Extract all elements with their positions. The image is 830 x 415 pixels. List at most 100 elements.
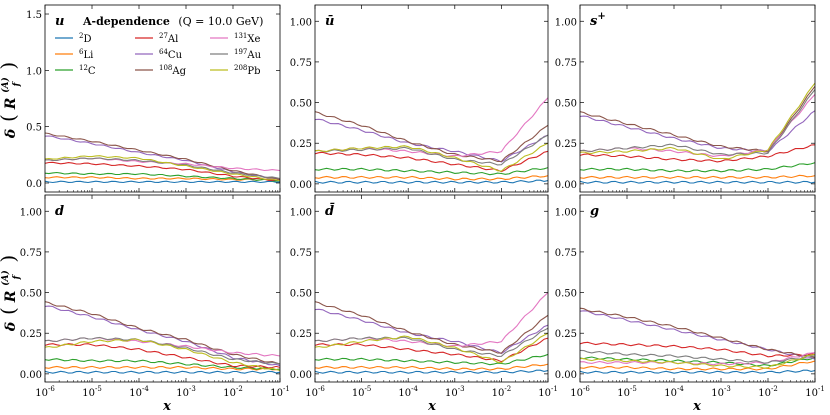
- axes-frame: [579, 194, 816, 383]
- y-tick-label: 0.50: [290, 289, 312, 300]
- panel-label: ū: [325, 14, 334, 29]
- series-line-12C: [315, 167, 548, 176]
- ylabel-bottom: δ ( R (A) f ): [0, 255, 23, 332]
- y-tick-label: 1.00: [20, 207, 42, 218]
- panel-label: d: [55, 204, 64, 219]
- y-tick-label: 1.00: [555, 17, 577, 28]
- axes-frame: [579, 4, 816, 193]
- series-line-2D: [580, 369, 815, 374]
- x-tick-label: 10-3: [445, 385, 465, 399]
- legend-item-108Ag: 108Ag: [135, 64, 187, 77]
- legend-item-2D: 2D: [55, 32, 92, 45]
- axes-frame: [314, 4, 549, 193]
- series-line-197Au: [315, 327, 548, 357]
- x-tick-label: 10-2: [492, 385, 512, 399]
- series-group: [315, 292, 548, 374]
- series-line-64Cu: [45, 305, 280, 367]
- panel-ubar: 0.00 0.25 0.50 0.75 1.00 ū: [290, 4, 549, 193]
- axes-frame: [314, 194, 549, 383]
- series-line-6Li: [315, 175, 548, 181]
- x-tick-label: 10-5: [352, 385, 372, 399]
- y-tick-label: 0.00: [555, 370, 577, 381]
- panel-label: d̄: [325, 202, 335, 219]
- series-line-197Au: [580, 89, 815, 156]
- x-tick-label: 10-1: [805, 385, 825, 399]
- panel-u: 0.0 0.5 1.0 1.5 u: [26, 4, 281, 193]
- y-tick-label: 0.50: [555, 99, 577, 110]
- series-line-27Al: [580, 341, 815, 358]
- series-line-197Au: [45, 157, 280, 180]
- x-tick-label: 10-1: [538, 385, 558, 399]
- y-tick-label: 0.50: [20, 289, 42, 300]
- y-tick-label: 0.25: [555, 329, 577, 340]
- series-group: [580, 82, 815, 184]
- series-line-27Al: [315, 337, 548, 363]
- svg-text:δ ( R (A): δ ( R (A) f ): [0, 255, 23, 332]
- legend-label: 6Li: [79, 48, 93, 61]
- series-line-108Ag: [45, 132, 280, 181]
- y-tick-label: 0.0: [26, 179, 42, 190]
- legend-label: 27Al: [159, 32, 178, 45]
- y-tick-label: 0.50: [290, 99, 312, 110]
- x-tick-label: 10-4: [398, 385, 418, 399]
- series-group: [580, 307, 815, 374]
- y-tick-label: 1.0: [26, 66, 42, 77]
- x-tick-label: 10-3: [176, 385, 196, 399]
- y-tick-label: 0.00: [290, 370, 312, 381]
- y-tick-label: 1.00: [555, 207, 577, 218]
- series-line-64Cu: [45, 135, 280, 181]
- legend-item-208Pb: 208Pb: [210, 64, 261, 77]
- y-tick-label: 0.50: [555, 289, 577, 300]
- y-tick-label: 0.5: [26, 123, 42, 134]
- legend-item-12C: 12C: [55, 64, 96, 77]
- series-line-27Al: [45, 343, 280, 369]
- series-line-108Ag: [315, 111, 548, 163]
- legend-label: 2D: [79, 32, 92, 45]
- x-tick-label: 10-4: [664, 385, 684, 399]
- xlabel-right: x: [692, 399, 701, 414]
- series-group: [315, 97, 548, 184]
- y-tick-label: 0.75: [290, 248, 312, 259]
- xlabel-left: x: [162, 399, 171, 414]
- ylabel-top: δ ( R (A) f ): [0, 62, 23, 139]
- series-line-131Xe: [45, 337, 280, 357]
- legend-label: 108Ag: [159, 64, 187, 77]
- panel-title: A-dependence (Q = 10.0 GeV): [82, 15, 263, 28]
- series-line-64Cu: [315, 118, 548, 163]
- series-line-64Cu: [315, 308, 548, 355]
- series-line-208Pb: [315, 142, 548, 172]
- y-tick-label: 0.25: [290, 329, 312, 340]
- series-line-2D: [45, 370, 280, 374]
- series-line-208Pb: [45, 155, 280, 182]
- legend-item-197Au: 197Au: [210, 48, 262, 61]
- panel-g: 0.00 0.25 0.50 0.75 1.00 10-6 10-5 10-4 10-3 10-2…: [555, 194, 825, 399]
- y-tick-label: 0.25: [20, 329, 42, 340]
- series-line-108Ag: [580, 85, 815, 153]
- legend-label: 64Cu: [159, 48, 183, 61]
- axes-frame: [44, 194, 281, 383]
- svg-text:δ ( R (A): δ ( R (A) f ): [0, 62, 23, 139]
- xlabel-middle: x: [427, 399, 436, 414]
- panel-d: 0.00 0.25 0.50 0.75 1.00 10-6 10-5 10-4 10-3 10-2…: [20, 194, 290, 399]
- y-tick-label: 0.75: [555, 58, 577, 69]
- y-tick-label: 0.00: [555, 180, 577, 191]
- y-tick-label: 0.25: [555, 139, 577, 150]
- series-line-197Au: [580, 349, 815, 364]
- legend-item-6Li: 6Li: [55, 48, 93, 61]
- y-tick-label: 0.25: [290, 139, 312, 150]
- series-line-197Au: [45, 336, 280, 365]
- series-line-208Pb: [580, 353, 815, 369]
- panel-dbar: 0.00 0.25 0.50 0.75 1.00 10-6 10-5 10-4 10-3 10-2…: [290, 194, 558, 399]
- x-tick-label: 10-6: [35, 385, 55, 399]
- x-tick-label: 10-6: [570, 385, 590, 399]
- series-line-6Li: [45, 365, 280, 371]
- legend-item-131Xe: 131Xe: [210, 32, 260, 45]
- series-line-2D: [315, 179, 548, 184]
- x-tick-label: 10-5: [617, 385, 637, 399]
- series-line-2D: [45, 180, 280, 184]
- legend-label: 12C: [79, 64, 96, 77]
- y-tick-label: 1.5: [26, 10, 42, 21]
- series-line-6Li: [45, 176, 280, 181]
- x-tick-label: 10-1: [270, 385, 290, 399]
